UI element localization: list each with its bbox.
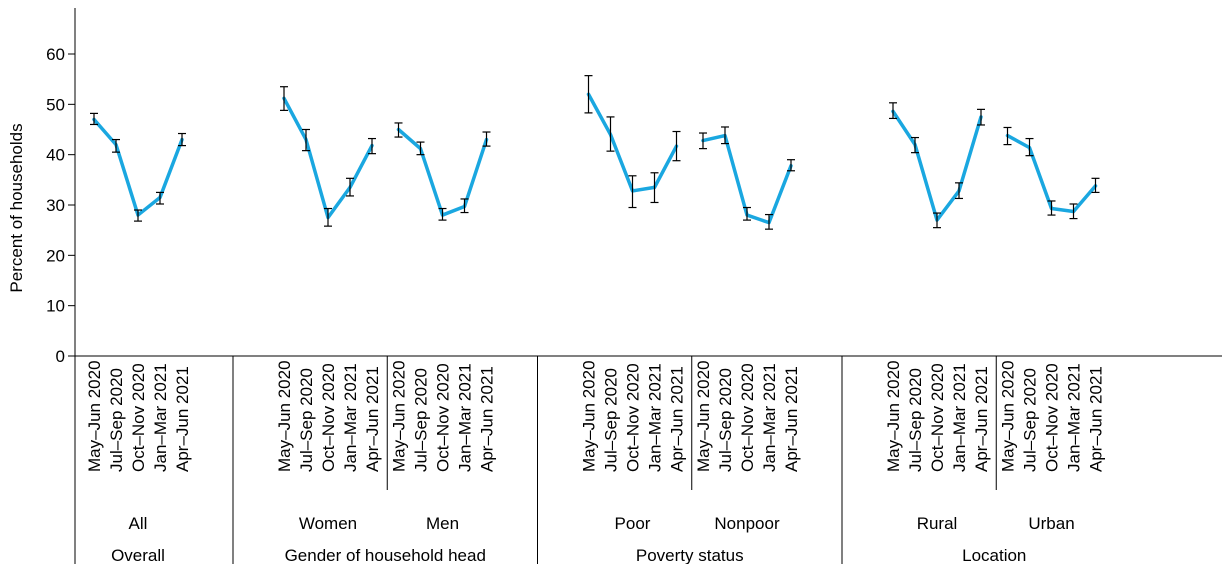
x-tick-label: May–Jun 2020 xyxy=(999,360,1018,472)
x-tick-label: Oct–Nov 2020 xyxy=(738,363,757,472)
x-tick-label: Oct–Nov 2020 xyxy=(319,363,338,472)
x-tick-label: Jan–Mar 2021 xyxy=(760,363,779,472)
axes: 0 10 20 30 40 50 60 xyxy=(46,8,1222,564)
error-bar xyxy=(346,177,354,197)
series-line-all xyxy=(92,117,184,217)
x-axis-labels: May–Jun 2020 Jul–Sep 2020 Oct–Nov 2020 Jan–… xyxy=(85,360,1106,564)
x-tick-label: Oct–Nov 2020 xyxy=(129,363,148,472)
x-tick-label: Apr–Jun 2021 xyxy=(668,366,687,472)
subgroup-label-all: All xyxy=(129,514,148,533)
error-bar xyxy=(112,138,120,153)
x-tick-label: Oct–Nov 2020 xyxy=(624,363,643,472)
error-bar xyxy=(394,122,403,138)
error-bar xyxy=(955,182,963,200)
x-tick-label: May–Jun 2020 xyxy=(390,360,409,472)
y-tick-label: 30 xyxy=(46,196,65,215)
error-bar xyxy=(606,116,615,152)
error-bar xyxy=(156,191,164,205)
error-bar xyxy=(302,128,310,152)
error-bar xyxy=(324,207,332,227)
error-bar xyxy=(368,137,376,155)
subgroup-label-men: Men xyxy=(426,514,459,533)
error-bar xyxy=(1091,177,1100,194)
subgroup-label-nonpoor: Nonpoor xyxy=(714,514,780,533)
y-tick-label: 40 xyxy=(46,146,65,165)
error-bar xyxy=(721,126,729,145)
subgroup-label-poor: Poor xyxy=(615,514,651,533)
x-tick-label: Apr–Jun 2021 xyxy=(363,366,382,472)
series-layer xyxy=(90,75,1100,230)
x-tick-label: May–Jun 2020 xyxy=(884,360,903,472)
error-bar xyxy=(743,206,751,221)
x-tick-label: Jan–Mar 2021 xyxy=(151,363,170,472)
x-tick-label: Jan–Mar 2021 xyxy=(341,363,360,472)
error-bar xyxy=(438,207,447,221)
x-tick-label: Apr–Jun 2021 xyxy=(173,366,192,472)
error-bar xyxy=(911,136,919,154)
y-tick-label: 0 xyxy=(56,347,65,366)
error-bar xyxy=(765,213,773,230)
x-tick-label: Jul–Sep 2020 xyxy=(297,368,316,472)
x-tick-label: Jul–Sep 2020 xyxy=(602,368,621,472)
error-bar xyxy=(416,141,425,156)
error-bar xyxy=(933,212,941,229)
error-bar xyxy=(650,172,659,204)
subgroup-label-urban: Urban xyxy=(1028,514,1074,533)
x-tick-label: May–Jun 2020 xyxy=(85,360,104,472)
x-tick-label: Jul–Sep 2020 xyxy=(412,368,431,472)
x-tick-label: May–Jun 2020 xyxy=(275,360,294,472)
x-tick-label: Jul–Sep 2020 xyxy=(716,368,735,472)
x-tick-label: Jan–Mar 2021 xyxy=(1065,363,1084,472)
x-tick-label: Jul–Sep 2020 xyxy=(906,368,925,472)
series-line-rural xyxy=(891,109,983,222)
subgroup-label-women: Women xyxy=(299,514,357,533)
x-tick-label: Jan–Mar 2021 xyxy=(646,363,665,472)
error-bar xyxy=(460,198,469,214)
x-tick-label: Oct–Nov 2020 xyxy=(1043,363,1062,472)
error-bar xyxy=(672,130,681,162)
series-line-women xyxy=(282,96,374,220)
series-line-men xyxy=(396,127,489,217)
x-tick-label: Jul–Sep 2020 xyxy=(107,368,126,472)
error-bar xyxy=(90,112,98,126)
y-tick-label: 10 xyxy=(46,297,65,316)
x-tick-label: Jul–Sep 2020 xyxy=(1021,368,1040,472)
x-tick-label: May–Jun 2020 xyxy=(580,360,599,472)
error-bar xyxy=(1025,137,1034,157)
x-tick-label: Apr–Jun 2021 xyxy=(782,366,801,472)
error-bar xyxy=(134,209,142,222)
group-label: Gender of household head xyxy=(285,546,486,564)
error-bar xyxy=(977,108,985,126)
error-bar xyxy=(584,75,593,114)
y-tick-label: 20 xyxy=(46,246,65,265)
x-tick-label: Apr–Jun 2021 xyxy=(1087,366,1106,472)
y-axis-label: Percent of households xyxy=(7,123,26,292)
error-bar xyxy=(889,102,897,120)
error-bar xyxy=(1069,203,1078,220)
x-tick-label: Apr–Jun 2021 xyxy=(478,366,497,472)
error-bar xyxy=(1003,126,1012,146)
group-label: Poverty status xyxy=(636,546,744,564)
error-bar xyxy=(482,131,491,147)
series-line-urban xyxy=(1005,133,1098,214)
y-tick-label: 60 xyxy=(46,45,65,64)
error-bar xyxy=(787,159,795,172)
x-tick-label: Jan–Mar 2021 xyxy=(950,363,969,472)
error-bar xyxy=(178,132,186,147)
x-tick-label: Apr–Jun 2021 xyxy=(972,366,991,472)
x-tick-label: Jan–Mar 2021 xyxy=(456,363,475,472)
y-tick-label: 50 xyxy=(46,95,65,114)
subgroup-label-rural: Rural xyxy=(917,514,958,533)
x-tick-label: Oct–Nov 2020 xyxy=(928,363,947,472)
error-bar xyxy=(280,86,288,111)
error-bar xyxy=(699,132,707,150)
group-label: Overall xyxy=(111,546,165,564)
error-bar xyxy=(628,175,637,209)
group-label: Location xyxy=(962,546,1026,564)
x-tick-label: Oct–Nov 2020 xyxy=(434,363,453,472)
error-bar xyxy=(1047,200,1056,216)
x-tick-label: May–Jun 2020 xyxy=(694,360,713,472)
